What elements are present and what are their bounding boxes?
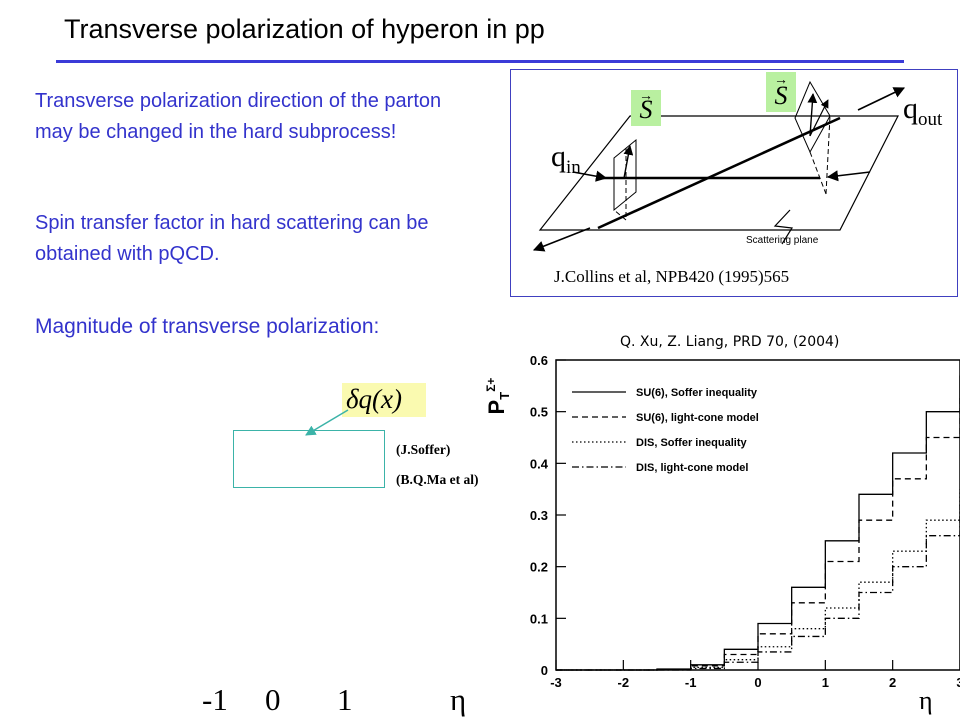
eta-label: η [450, 682, 467, 717]
y-tick-label: 0.1 [530, 611, 548, 626]
legend-label: SU(6), light-cone model [636, 412, 759, 424]
polarization-chart: -3 -2 -1 0 1 2 3 0 0.1 0.2 0.3 0.4 0.5 0.6 PTΣ+ SU(6), … [484, 353, 960, 690]
delta-q-formula: δq(x) [346, 384, 403, 414]
y-tick-label: 0.3 [530, 508, 548, 523]
y-tick-label: 0 [541, 663, 548, 678]
x-label-1: 1 [337, 682, 353, 717]
title-underline [56, 60, 904, 63]
formula-highlight: δq(x) [342, 383, 426, 417]
spin-plane-out [794, 80, 831, 154]
spin-vector-in [623, 145, 634, 179]
collins-citation: J.Collins et al, NPB420 (1995)565 [554, 267, 790, 286]
chart-caption: Q. Xu, Z. Liang, PRD 70, (2004) [620, 334, 840, 350]
chart-x-axis-label: η [919, 686, 933, 715]
legend-label: DIS, Soffer inequality [636, 437, 748, 449]
ma-reference: (B.Q.Ma et al) [396, 472, 479, 487]
spin-label-box-out [766, 72, 796, 112]
slide-title: Transverse polarization of hyperon in pp [64, 14, 545, 44]
right-incoming-arrow [826, 170, 871, 182]
spin-vector-out [807, 93, 818, 137]
x-tick-label: -3 [550, 675, 562, 690]
outgoing-left-arrow [532, 227, 591, 252]
y-tick-label: 0.4 [530, 456, 549, 471]
q-out-arrow [857, 87, 906, 111]
x-tick-label: 1 [822, 675, 829, 690]
legend-label: DIS, light-cone model [636, 462, 748, 474]
svg-text:→: → [774, 73, 788, 88]
q-in-arrow [572, 170, 608, 182]
formula-placeholder-box [233, 430, 385, 488]
series-line [556, 489, 960, 671]
x-label-minus-1: -1 [202, 682, 228, 717]
scattering-plane-diagram: S → S → Scattering plane [532, 72, 906, 252]
scattering-plane [538, 115, 899, 231]
x-tick-label: 3 [956, 675, 960, 690]
y-tick-label: 0.5 [530, 405, 548, 420]
x-tick-label: 2 [889, 675, 896, 690]
text-paragraph-1: Transverse polarization direction of the… [35, 90, 442, 143]
y-axis-label: PTΣ+ [484, 378, 512, 415]
scattering-plane-label: Scattering plane [746, 235, 819, 246]
legend-label: SU(6), Soffer inequality [636, 387, 758, 399]
x-label-0: 0 [265, 682, 281, 717]
scattered-parton-line [597, 116, 841, 230]
y-tick-label: 0.2 [530, 560, 548, 575]
q-in-label: qin [551, 140, 581, 178]
q-out-label: qout [903, 92, 943, 130]
text-paragraph-2: Spin transfer factor in hard scattering … [35, 212, 429, 265]
svg-text:→: → [639, 89, 653, 104]
y-tick-label: 0.6 [530, 353, 548, 368]
x-tick-label: 0 [754, 675, 761, 690]
spin-label-in: S [640, 95, 653, 124]
spin-label-out: S [775, 81, 788, 110]
text-paragraph-3: Magnitude of transverse polarization: [35, 315, 380, 338]
soffer-reference: (J.Soffer) [396, 442, 451, 457]
spin-label-box-in [631, 90, 661, 126]
series-line [556, 504, 960, 671]
scattering-diagram-frame [510, 69, 958, 297]
x-tick-label: -1 [685, 675, 697, 690]
x-tick-label: -2 [618, 675, 630, 690]
